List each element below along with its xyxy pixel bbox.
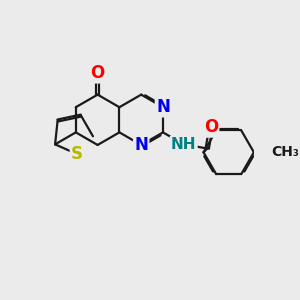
Text: NH: NH: [171, 137, 196, 152]
Text: N: N: [134, 136, 148, 154]
Text: S: S: [71, 145, 83, 163]
Text: O: O: [91, 64, 105, 82]
Text: CH₃: CH₃: [272, 145, 299, 159]
Text: O: O: [204, 118, 218, 136]
Text: N: N: [156, 98, 170, 116]
